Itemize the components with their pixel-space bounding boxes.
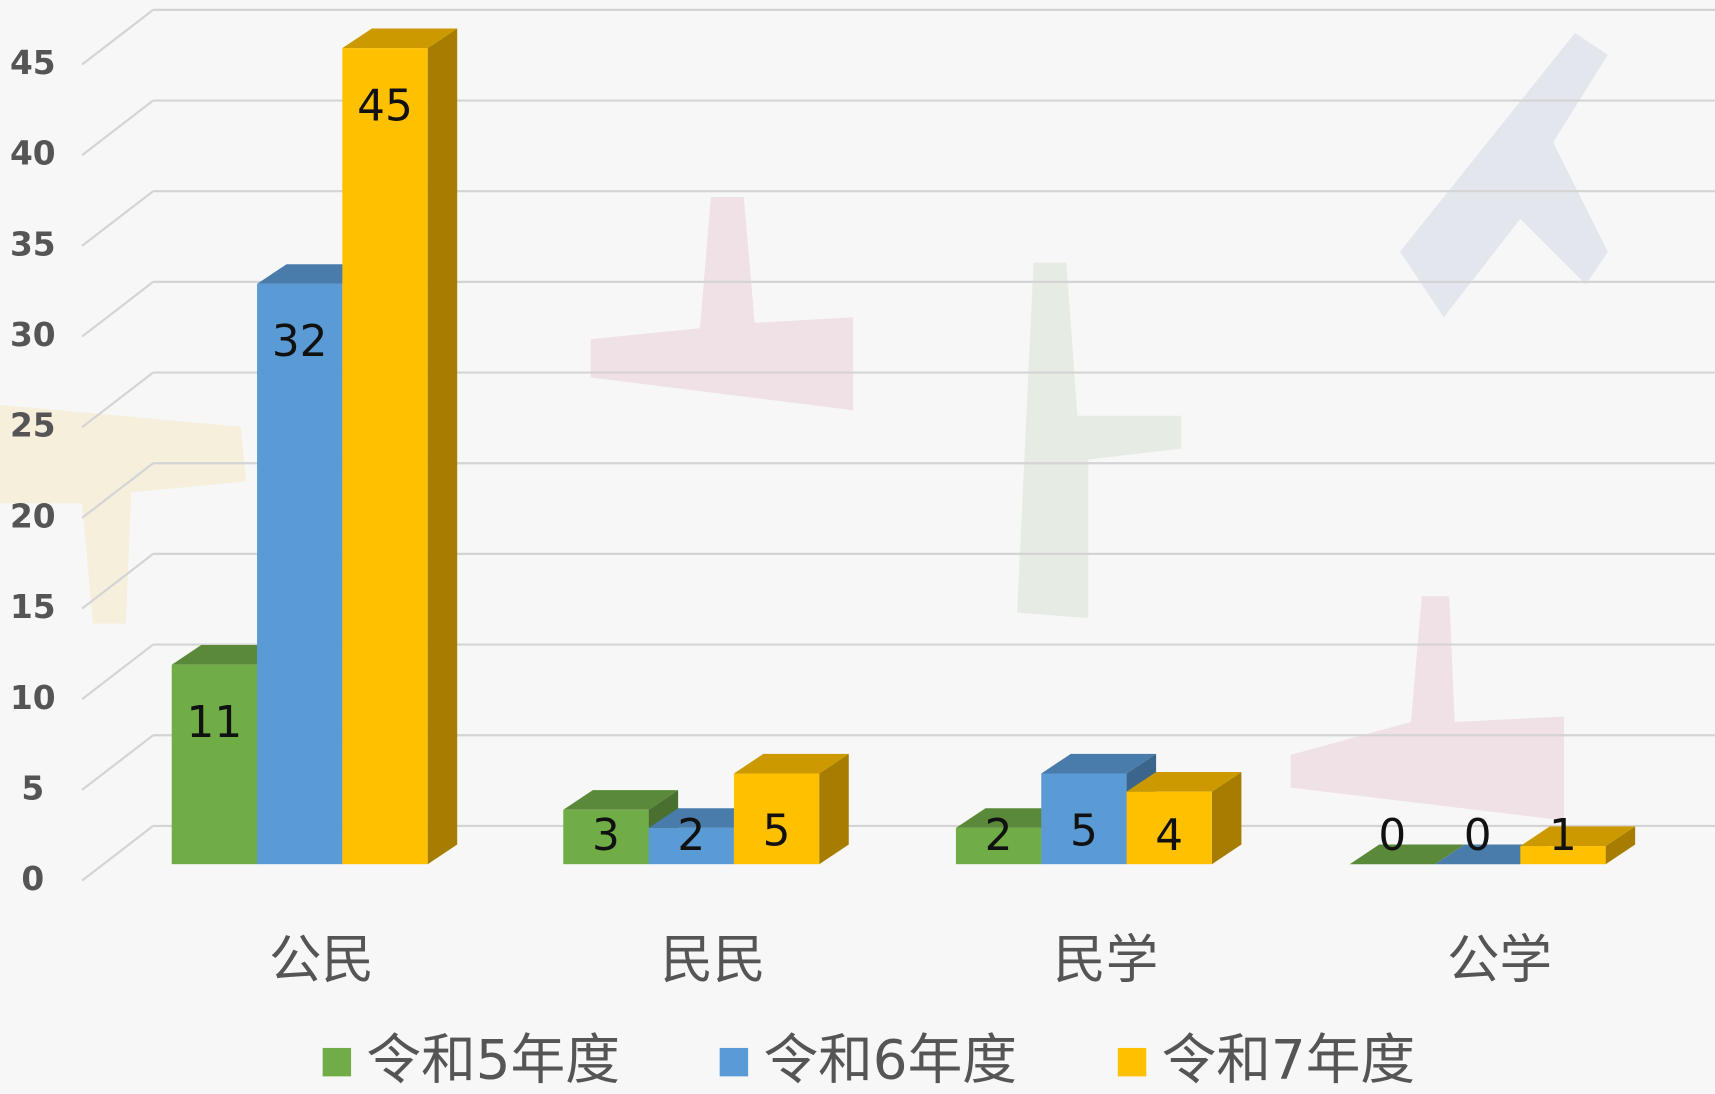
bar-front — [342, 48, 427, 864]
data-label: 32 — [272, 316, 328, 367]
bar — [1127, 772, 1242, 864]
data-label: 11 — [187, 697, 243, 748]
y-tick-label: 45 — [10, 44, 56, 82]
grid-diagonal — [82, 282, 153, 337]
grid-diagonal — [82, 101, 153, 156]
y-tick-label: 10 — [10, 679, 56, 717]
bar — [342, 28, 457, 864]
data-label: 3 — [592, 810, 620, 861]
legend-swatch — [323, 1048, 351, 1076]
legend-label: 令和6年度 — [763, 1027, 1016, 1091]
x-tick-label: 公民 — [269, 929, 374, 990]
legend-label: 令和5年度 — [366, 1027, 619, 1091]
legend-swatch — [720, 1048, 748, 1076]
x-tick-label: 民民 — [661, 929, 766, 990]
bar-side — [428, 28, 458, 864]
y-tick-label: 35 — [10, 225, 56, 263]
grid-diagonal — [82, 826, 153, 881]
data-label: 1 — [1549, 810, 1577, 861]
grid-diagonal — [82, 10, 153, 65]
x-tick-label: 民学 — [1053, 929, 1158, 990]
data-label: 45 — [357, 80, 413, 131]
data-label: 5 — [1070, 806, 1098, 857]
x-tick-label: 公学 — [1447, 929, 1552, 990]
data-label: 2 — [985, 810, 1013, 861]
legend-swatch — [1118, 1048, 1146, 1076]
y-tick-label: 0 — [21, 860, 44, 898]
bar — [1520, 826, 1635, 864]
data-label: 5 — [763, 806, 791, 857]
bar — [734, 754, 849, 864]
y-tick-label: 20 — [10, 497, 56, 535]
y-tick-label: 15 — [10, 588, 56, 626]
grid-diagonal — [82, 645, 153, 700]
grid-diagonal — [82, 191, 153, 246]
bar-front — [257, 284, 342, 864]
grid-diagonal — [82, 735, 153, 790]
y-tick-label: 30 — [10, 316, 56, 354]
chart: 051015202530354045公民113245民民325民学254公学00… — [0, 0, 1715, 1094]
y-tick-label: 5 — [21, 769, 44, 807]
data-label: 0 — [1378, 810, 1406, 861]
y-tick-label: 40 — [10, 135, 56, 173]
data-label: 2 — [677, 810, 705, 861]
bar-front — [172, 665, 257, 864]
y-tick-label: 25 — [10, 407, 56, 445]
legend-label: 令和7年度 — [1162, 1027, 1415, 1091]
data-label: 0 — [1464, 810, 1492, 861]
data-label: 4 — [1155, 810, 1183, 861]
